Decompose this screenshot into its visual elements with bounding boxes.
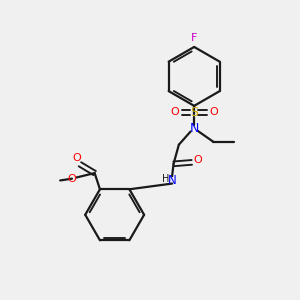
Text: O: O [193,155,202,165]
Text: F: F [191,33,197,43]
Text: O: O [170,107,179,117]
Text: N: N [168,173,176,187]
Text: O: O [209,107,218,117]
Text: N: N [190,122,199,135]
Text: O: O [73,153,81,164]
Text: O: O [67,174,76,184]
Text: H: H [162,174,169,184]
Text: S: S [190,106,198,119]
